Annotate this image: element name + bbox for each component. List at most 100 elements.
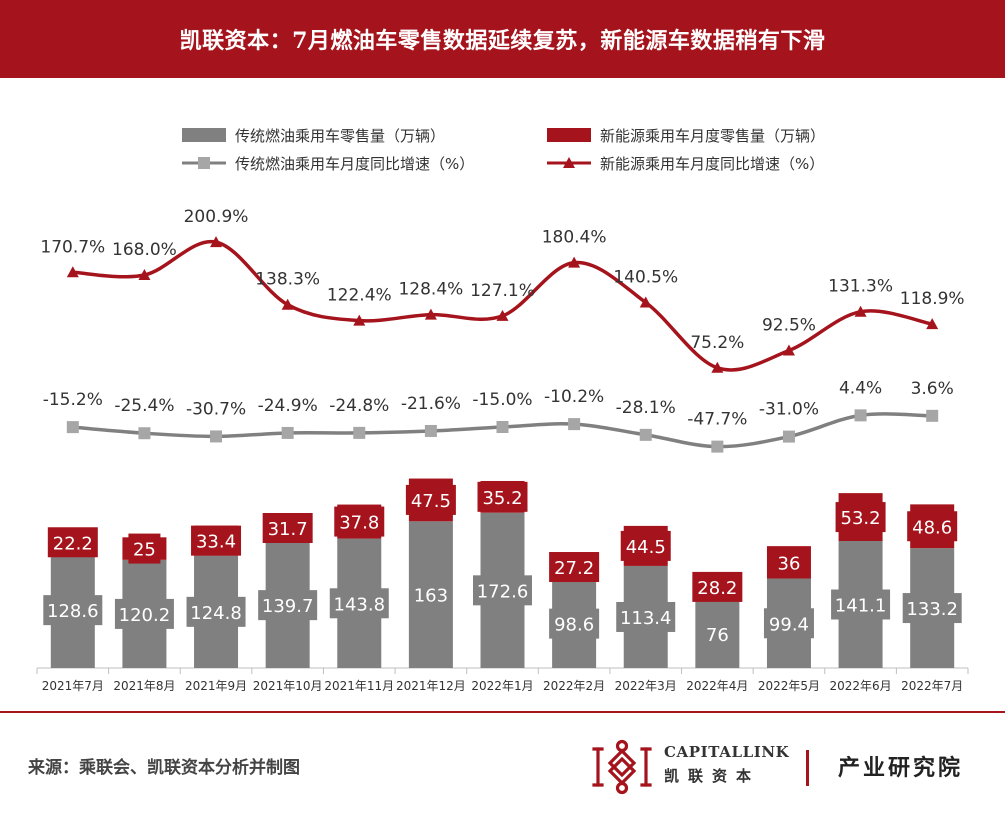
data-label-nev-yoy: 75.2% <box>690 333 744 353</box>
point-nev-yoy <box>353 314 366 326</box>
point-nev-yoy <box>66 266 79 278</box>
data-label-nev-yoy: 168.0% <box>112 240 177 260</box>
data-label-fuel: 141.1 <box>835 596 887 617</box>
data-label-box-fuel <box>763 608 814 639</box>
data-label-fuel-yoy: -15.0% <box>472 390 532 410</box>
data-label-box-nev <box>47 527 98 558</box>
data-label-box-nev <box>477 481 528 512</box>
legend-marker-triangle <box>563 157 575 168</box>
data-label-box-fuel <box>329 588 389 619</box>
data-label-nev: 48.6 <box>912 517 952 538</box>
data-label-nev-yoy: 180.4% <box>542 228 607 248</box>
data-label-box-fuel <box>114 598 174 629</box>
data-label-box-fuel <box>258 590 318 621</box>
data-label-fuel-yoy: -24.9% <box>258 396 318 416</box>
data-label-box-fuel <box>549 608 600 639</box>
data-label-nev-yoy: 170.7% <box>40 237 105 257</box>
legend-label: 传统燃油乘用车月度同比增速（%） <box>235 155 474 173</box>
data-label-fuel-yoy: -24.8% <box>329 396 389 416</box>
data-label-fuel-yoy: 3.6% <box>911 379 954 399</box>
data-label-fuel: 120.2 <box>119 605 171 626</box>
point-fuel-yoy <box>782 430 795 443</box>
data-label-box-nev <box>334 506 385 537</box>
legend-swatch-bar <box>547 128 591 142</box>
capitallink-logo-icon <box>592 739 652 795</box>
data-label-nev: 31.7 <box>268 519 308 540</box>
legend-swatch-bar <box>182 128 226 142</box>
data-label-nev-yoy: 131.3% <box>828 277 893 297</box>
data-label-nev: 37.8 <box>339 513 379 534</box>
point-fuel-yoy <box>639 428 652 441</box>
data-label-fuel-yoy: -30.7% <box>186 399 246 419</box>
data-label-fuel-yoy: -47.7% <box>687 410 747 430</box>
data-label-nev: 35.2 <box>482 488 522 509</box>
data-label-fuel: 133.2 <box>906 599 958 620</box>
point-fuel-yoy <box>854 409 867 422</box>
point-nev-yoy <box>281 298 294 310</box>
data-label-nev: 36 <box>778 553 801 574</box>
point-nev-yoy <box>711 361 724 373</box>
data-label-nev: 22.2 <box>53 533 93 554</box>
point-fuel-yoy <box>711 440 724 453</box>
x-tick-label: 2022年7月 <box>901 679 963 693</box>
data-label-box-fuel <box>410 579 452 610</box>
data-label-box-fuel <box>473 575 532 606</box>
x-tick-label: 2022年5月 <box>758 679 820 693</box>
data-label-box-fuel <box>43 595 103 626</box>
data-label-fuel: 98.6 <box>554 615 594 636</box>
point-nev-yoy <box>496 309 509 321</box>
data-label-box-nev <box>262 513 313 544</box>
data-label-box-fuel <box>186 596 246 627</box>
data-label-box-nev <box>907 511 958 542</box>
data-label-fuel: 128.6 <box>47 601 99 622</box>
data-label-fuel: 163 <box>414 586 448 607</box>
legend-label: 新能源乘用车月度零售量（万辆） <box>600 127 825 145</box>
data-label-box-nev <box>549 552 600 583</box>
point-fuel-yoy <box>353 426 366 439</box>
data-label-nev-yoy: 138.3% <box>255 270 320 290</box>
data-label-box-fuel <box>902 593 962 624</box>
line-nev-yoy <box>72 239 933 372</box>
data-label-nev: 53.2 <box>841 508 881 529</box>
point-nev-yoy <box>424 308 437 320</box>
data-label-nev: 27.2 <box>554 558 594 579</box>
data-label-fuel: 99.4 <box>769 614 809 635</box>
legend-label: 传统燃油乘用车零售量（万辆） <box>235 127 445 145</box>
data-label-nev-yoy: 118.9% <box>900 289 965 309</box>
data-label-nev: 47.5 <box>411 491 451 512</box>
x-tick-label: 2021年7月 <box>42 679 104 693</box>
data-label-nev-yoy: 92.5% <box>762 316 816 336</box>
x-tick-label: 2021年12月 <box>396 679 466 693</box>
x-tick-label: 2022年1月 <box>471 679 533 693</box>
x-tick-label: 2022年3月 <box>615 679 677 693</box>
brand-name-cn: 凯联资本 <box>664 767 761 785</box>
data-label-box-nev <box>191 525 242 556</box>
x-tick-label: 2021年8月 <box>113 679 175 693</box>
data-label-fuel: 139.7 <box>262 596 314 617</box>
point-nev-yoy <box>854 305 867 317</box>
footer-divider <box>0 711 1005 713</box>
data-label-nev-yoy: 127.1% <box>470 281 535 301</box>
data-label-nev-yoy: 128.4% <box>398 280 463 300</box>
point-fuel-yoy <box>138 427 151 440</box>
data-label-nev: 33.4 <box>196 532 236 553</box>
data-label-fuel-yoy: -21.6% <box>401 394 461 414</box>
source-note: 来源：乘联会、凯联资本分析并制图 <box>28 758 300 778</box>
point-fuel-yoy <box>926 409 939 422</box>
data-label-nev-yoy: 200.9% <box>184 207 249 227</box>
data-label-fuel: 76 <box>706 625 729 646</box>
data-label-fuel-yoy: 4.4% <box>839 378 882 398</box>
data-label-nev-yoy: 140.5% <box>613 268 678 288</box>
data-label-fuel-yoy: -31.0% <box>759 400 819 420</box>
point-fuel-yoy <box>496 421 509 433</box>
point-nev-yoy <box>782 344 795 356</box>
point-fuel-yoy <box>66 421 79 434</box>
data-label-fuel-yoy: -25.4% <box>114 396 174 416</box>
legend-marker-square <box>198 157 210 169</box>
point-fuel-yoy <box>568 418 581 431</box>
data-label-box-nev <box>405 484 456 515</box>
page-title: 凯联资本：7月燃油车零售数据延续复苏，新能源车数据稍有下滑 <box>179 28 826 54</box>
data-label-fuel: 143.8 <box>334 594 386 615</box>
legend: 传统燃油乘用车零售量（万辆） 新能源乘用车月度零售量（万辆） 传统燃油乘用车月度同比… <box>182 127 825 173</box>
point-fuel-yoy <box>210 430 223 443</box>
